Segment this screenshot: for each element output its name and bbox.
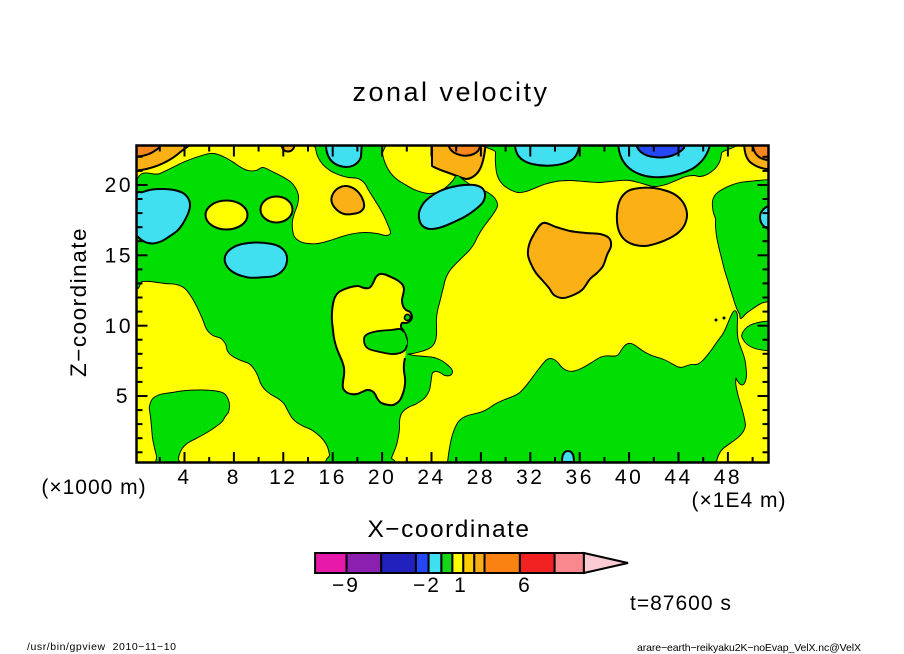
svg-text:−9: −9 — [332, 574, 360, 597]
svg-text:12: 12 — [269, 466, 297, 489]
svg-text:6: 6 — [518, 574, 532, 597]
svg-text:48: 48 — [714, 466, 742, 489]
svg-text:t=87600 s: t=87600 s — [630, 592, 732, 615]
svg-text:(×1000 m): (×1000 m) — [41, 476, 146, 499]
svg-text:5: 5 — [116, 385, 130, 408]
svg-text:44: 44 — [664, 466, 692, 489]
svg-text:15: 15 — [105, 245, 133, 268]
svg-text:zonal velocity: zonal velocity — [352, 77, 549, 107]
svg-text:24: 24 — [417, 466, 445, 489]
svg-text:28: 28 — [467, 466, 495, 489]
svg-text:16: 16 — [319, 466, 347, 489]
svg-text:20: 20 — [105, 174, 133, 197]
svg-text:/usr/bin/gpview 2010−11−10: /usr/bin/gpview 2010−11−10 — [27, 641, 176, 653]
svg-text:−2: −2 — [413, 574, 441, 597]
svg-text:36: 36 — [566, 466, 594, 489]
svg-text:(×1E4 m): (×1E4 m) — [692, 489, 787, 512]
svg-text:20: 20 — [368, 466, 396, 489]
svg-text:10: 10 — [105, 315, 133, 338]
svg-text:32: 32 — [516, 466, 544, 489]
svg-text:1: 1 — [454, 574, 468, 597]
svg-text:40: 40 — [615, 466, 643, 489]
svg-text:4: 4 — [177, 466, 191, 489]
svg-text:8: 8 — [227, 466, 241, 489]
svg-text:arare−earth−reikyaku2K−noEvap_: arare−earth−reikyaku2K−noEvap_VelX.nc@Ve… — [637, 642, 861, 654]
svg-text:Z−coordinate: Z−coordinate — [66, 227, 91, 377]
svg-text:X−coordinate: X−coordinate — [367, 516, 530, 543]
